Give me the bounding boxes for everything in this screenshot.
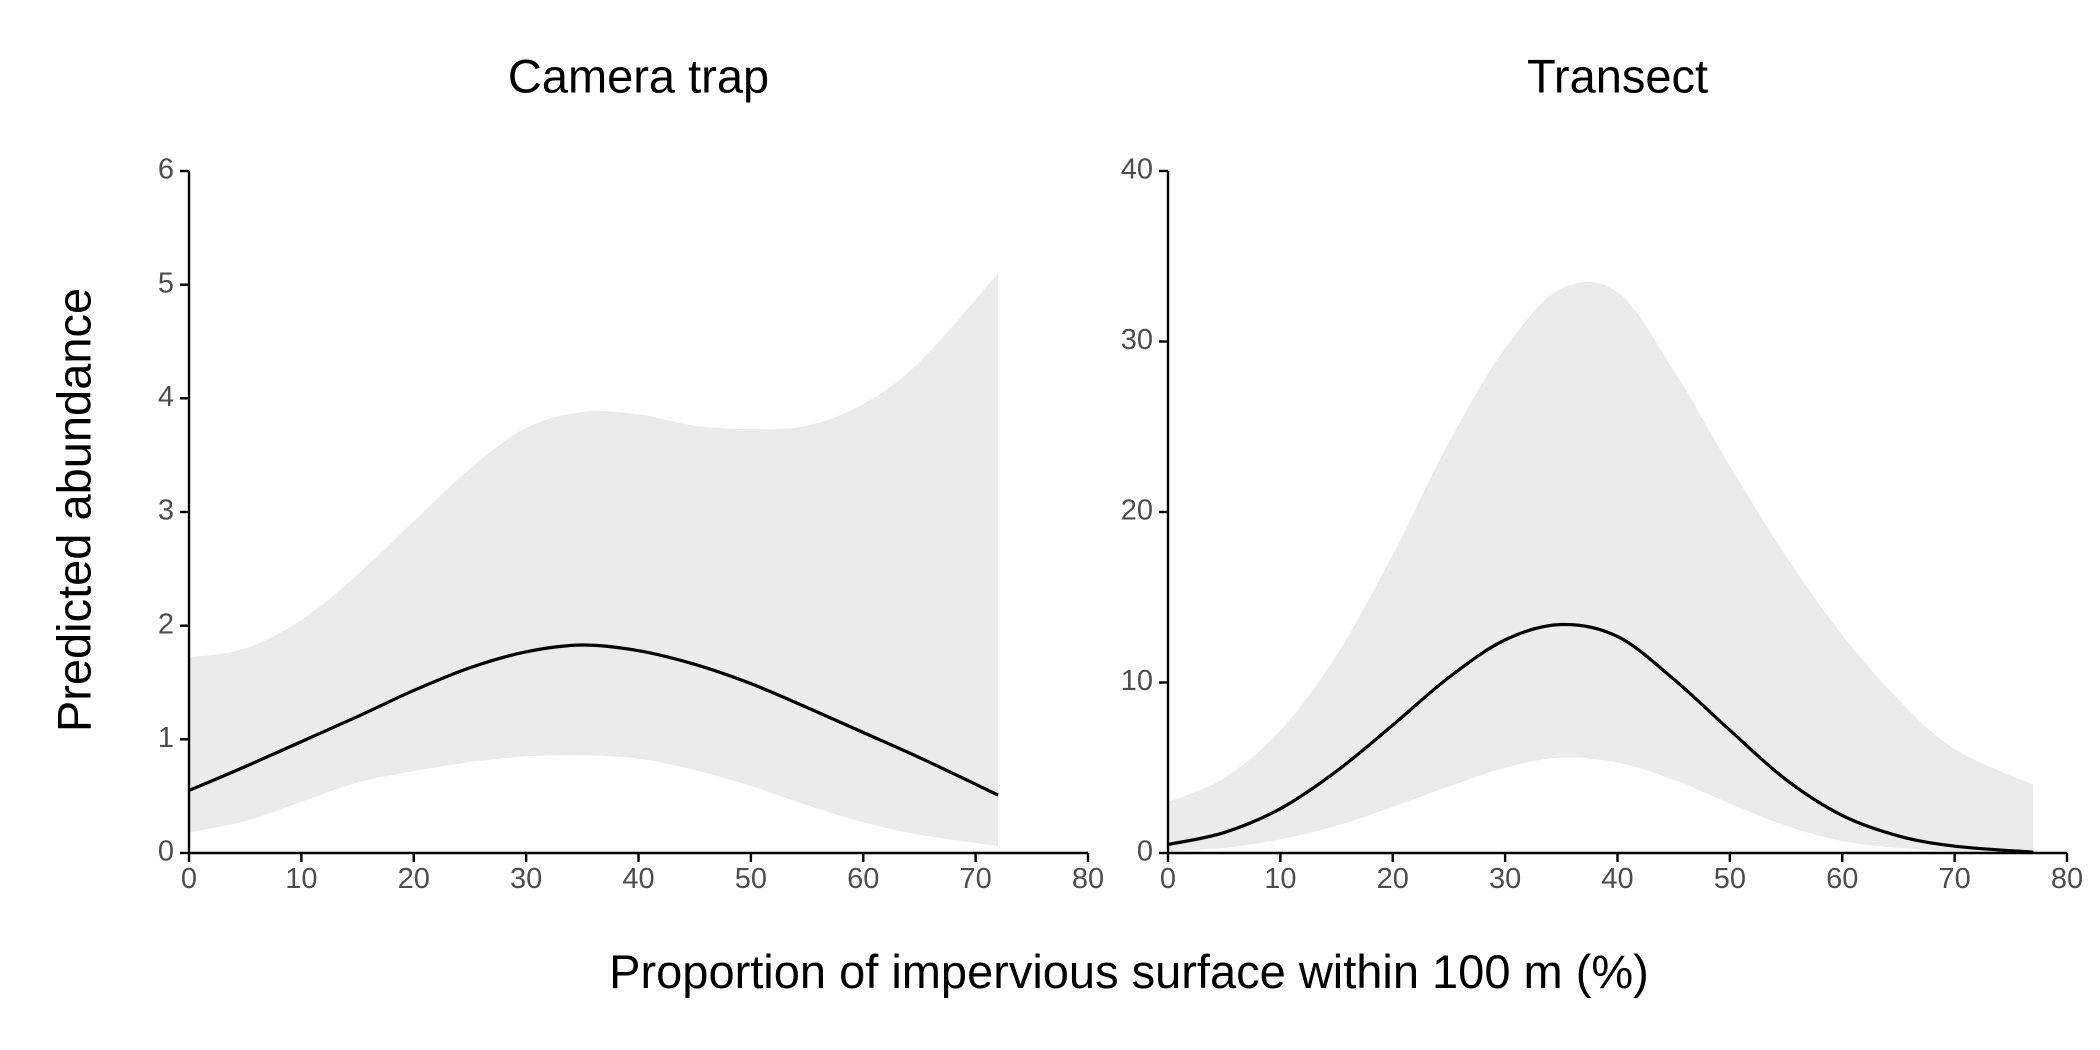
y-tick-label: 0: [1137, 836, 1153, 868]
y-tick-label: 20: [1121, 495, 1153, 527]
x-tick-label: 20: [398, 863, 430, 895]
x-tick-label: 20: [1377, 863, 1409, 895]
prediction-line: [188, 643, 999, 797]
x-tick-label: 50: [735, 863, 767, 895]
x-tick-label: 10: [1264, 863, 1296, 895]
x-tick-label: 30: [510, 863, 542, 895]
panel-2: Transect 0 10 20 30 40 50 60 70 80 0 10 20 30 40: [1121, 49, 2083, 895]
x-tick-label: 70: [959, 863, 991, 895]
x-tick-label: 60: [847, 863, 879, 895]
y-tick-label: 1: [158, 722, 174, 754]
x-tick-label: 80: [2051, 863, 2083, 895]
y-tick-label: 10: [1121, 665, 1153, 697]
panel-1: Camera trap 0 10 20 30 40 50 60 70 80 0 1 2 3 4 5 6: [158, 49, 1104, 895]
x-tick-label: 40: [622, 863, 654, 895]
prediction-line: [1167, 622, 2034, 854]
x-tick-label: 0: [1160, 863, 1176, 895]
y-tick-label: 30: [1121, 324, 1153, 356]
x-tick-label: 80: [1072, 863, 1104, 895]
x-tick-label: 0: [181, 863, 197, 895]
x-tick-label: 40: [1601, 863, 1633, 895]
x-tick-label: 70: [1938, 863, 1970, 895]
y-tick-label: 0: [158, 836, 174, 868]
x-tick-label: 10: [285, 863, 317, 895]
confidence-ribbon: [1168, 281, 2034, 853]
y-tick-label: 6: [158, 154, 174, 186]
y-tick-label: 2: [158, 608, 174, 640]
x-axis-title: Proportion of impervious surface within …: [609, 945, 1649, 998]
confidence-ribbon: [189, 273, 999, 847]
panel-title: Transect: [1527, 49, 1708, 102]
x-tick-label: 60: [1826, 863, 1858, 895]
x-tick-label: 30: [1489, 863, 1521, 895]
y-tick-label: 5: [158, 267, 174, 299]
y-tick-label: 40: [1121, 154, 1153, 186]
panel-title: Camera trap: [508, 49, 769, 102]
y-tick-label: 4: [158, 381, 174, 413]
x-tick-label: 50: [1714, 863, 1746, 895]
y-axis-title: Predicted abundance: [47, 288, 100, 732]
y-tick-label: 3: [158, 495, 174, 527]
